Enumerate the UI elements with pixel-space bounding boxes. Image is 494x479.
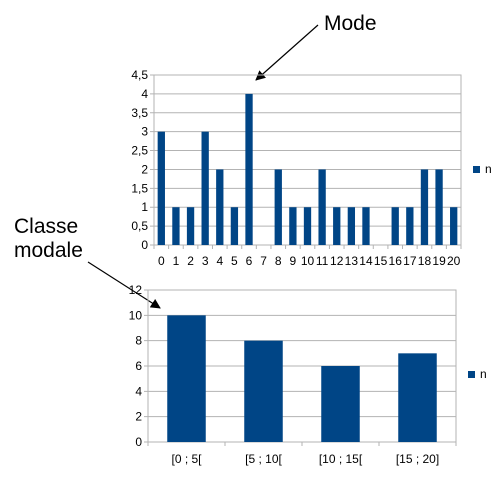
chart2-y-tick-label: 6: [135, 359, 142, 373]
chart1-x-tick-label: 11: [316, 254, 329, 268]
chart1-x-tick-label: 10: [301, 254, 315, 268]
chart2-x-tick-label: [0 ; 5[: [171, 452, 202, 466]
chart1-y-tick-label: 1: [141, 200, 148, 214]
chart1-x-tick-label: 4: [216, 254, 223, 268]
chart1-legend-label: n: [485, 162, 492, 176]
chart1-x-tick-label: 16: [389, 254, 403, 268]
chart1-x-tick-label: 13: [345, 254, 359, 268]
chart1-x-tick-label: 5: [231, 254, 238, 268]
chart1-bar-19: [435, 169, 443, 245]
chart2-bar-[5 ; 10[: [244, 340, 283, 442]
mode-annotation: Mode: [324, 12, 377, 35]
chart1-x-tick-label: 15: [374, 254, 388, 268]
chart1-bar-3: [201, 131, 209, 245]
chart1-x-tick-label: 12: [330, 254, 344, 268]
chart2-x-tick-label: [15 ; 20]: [396, 452, 439, 466]
chart1-bar-4: [216, 169, 224, 245]
chart1-bar-6: [245, 93, 253, 245]
chart1-y-tick-label: 0: [141, 238, 148, 252]
chart1-x-tick-label: 8: [275, 254, 282, 268]
chart1-bar-8: [274, 169, 282, 245]
chart1-y-tick-label: 0,5: [131, 219, 148, 233]
chart1-bar-20: [450, 207, 458, 245]
chart1-bar-14: [362, 207, 370, 245]
chart1-y-tick-label: 1,5: [131, 181, 148, 195]
chart1-x-tick-label: 9: [290, 254, 297, 268]
chart2-legend-swatch: [468, 371, 475, 378]
chart1-y-tick-label: 2,5: [131, 144, 148, 158]
chart2-y-tick-label: 10: [129, 308, 143, 322]
classe-modale-arrow: [87, 261, 161, 309]
chart2-bar-[0 ; 5[: [167, 315, 206, 442]
chart1-x-tick-label: 19: [432, 254, 446, 268]
chart1-x-tick-label: 14: [359, 254, 373, 268]
chart1-bar-12: [333, 207, 341, 245]
chart1-bar-0: [157, 131, 165, 245]
chart2-y-tick-label: 4: [135, 384, 142, 398]
chart2-legend-label: n: [480, 367, 487, 381]
chart1-bar-10: [303, 207, 312, 245]
chart2-x-tick-label: [10 ; 15[: [319, 452, 363, 466]
chart1-bar-16: [391, 207, 399, 245]
chart1-x-tick-label: 6: [246, 254, 253, 268]
chart2-y-tick-label: 0: [135, 435, 142, 449]
chart1-bar-5: [230, 207, 239, 245]
chart1-x-tick-label: 20: [447, 254, 461, 268]
classe-modale-annotation-line2: modale: [14, 239, 83, 262]
chart1-y-tick-label: 4,5: [131, 68, 148, 82]
chart1-bar-9: [289, 207, 297, 245]
chart1-bar-17: [406, 207, 414, 245]
chart1-bar-2: [186, 207, 195, 245]
chart2-bar-[10 ; 15[: [321, 366, 360, 442]
chart2-bar-[15 ; 20]: [398, 353, 437, 442]
mode-arrow: [255, 24, 319, 81]
chart2-y-tick-label: 12: [129, 283, 143, 297]
chart1-legend-swatch: [473, 166, 480, 173]
chart2-y-tick-label: 2: [135, 410, 142, 424]
chart-mode-frequencies: 00,511,522,533,544,50 1 2 3 4 5 6 7 8 9 10 11 12 13 14…: [131, 68, 491, 268]
chart1-x-tick-label: 18: [418, 254, 432, 268]
chart1-x-tick-label: 2: [187, 254, 194, 268]
chart1-x-tick-label: 1: [173, 254, 180, 268]
chart1-x-tick-label: 7: [260, 254, 267, 268]
chart1-y-tick-label: 4: [141, 87, 148, 101]
chart-classes-frequencies: 0 2 4 6 8 10 12 [0 ; 5[ [5 ; 10[ [10 ; 15[ [15 ; 2…: [129, 283, 487, 466]
chart1-bar-11: [318, 169, 326, 245]
classe-modale-annotation-line1: Classe: [14, 215, 78, 238]
chart2-y-tick-label: 8: [135, 334, 142, 348]
chart1-y-tick-label: 3: [141, 125, 148, 139]
chart1-bar-13: [347, 207, 356, 245]
chart1-x-tick-label: 3: [202, 254, 209, 268]
chart1-bar-18: [420, 169, 429, 245]
chart1-bar-1: [172, 207, 180, 245]
chart1-y-tick-label: 3,5: [131, 106, 148, 120]
chart2-x-tick-label: [5 ; 10[: [245, 452, 282, 466]
chart1-y-tick-label: 2: [141, 162, 148, 176]
chart1-x-tick-label: 17: [403, 254, 417, 268]
chart1-x-tick-label: 0: [158, 254, 165, 268]
